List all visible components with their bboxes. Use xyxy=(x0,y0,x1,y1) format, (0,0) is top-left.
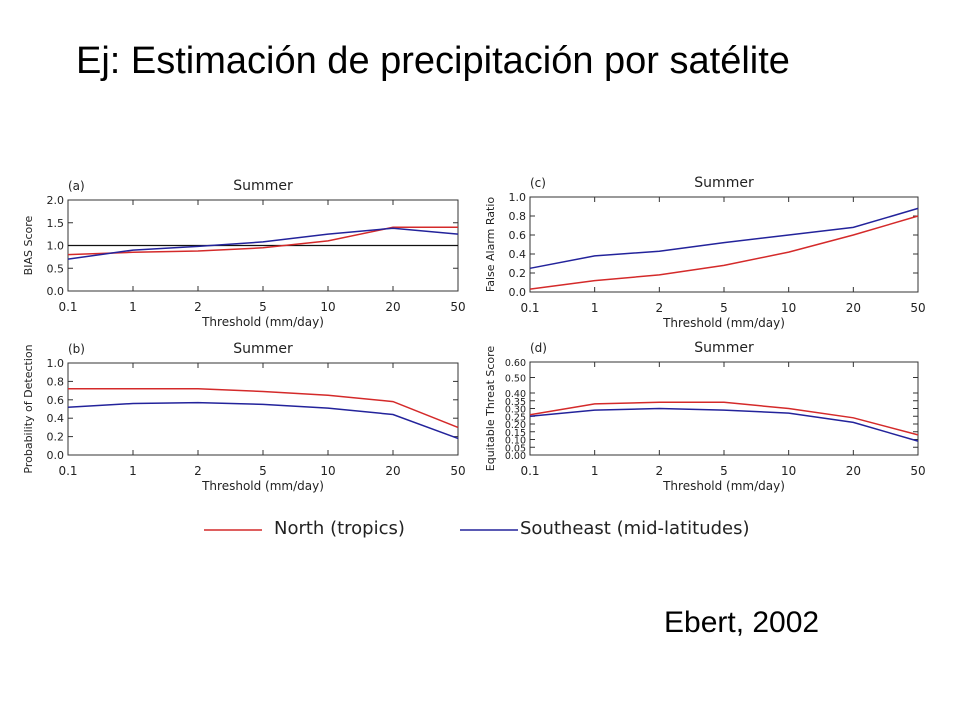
series-line-southeast xyxy=(67,227,459,260)
y-tick-label: 0.25 xyxy=(505,412,526,423)
y-tick-label: 0.6 xyxy=(509,229,527,242)
x-axis-label: Threshold (mm/day) xyxy=(201,479,324,493)
y-tick-label: 1.5 xyxy=(47,217,65,230)
panel-label: (b) xyxy=(68,342,85,356)
x-axis-label: Threshold (mm/day) xyxy=(662,316,785,330)
y-tick-label: 0.0 xyxy=(47,285,65,298)
y-tick-label: 1.0 xyxy=(47,240,65,253)
x-tick-label: 10 xyxy=(320,300,335,314)
x-tick-label: 50 xyxy=(910,301,925,315)
x-tick-label: 10 xyxy=(781,464,796,478)
series-line-southeast xyxy=(529,207,919,270)
y-tick-label: 0.35 xyxy=(505,397,526,408)
y-tick-label: 0.0 xyxy=(47,449,65,462)
x-tick-label: 2 xyxy=(656,464,664,478)
panel-c: 0.0 0.2 0.4 0.6 0.8 1.0 0.1 1 2 5 10 20 50 (c) Summer T… xyxy=(484,175,926,330)
legend-southeast-label: Southeast (mid-latitudes) xyxy=(520,518,750,539)
y-axis-label: Probability of Detection xyxy=(22,344,35,473)
x-tick-label: 1 xyxy=(129,464,137,478)
panel-c-frame xyxy=(529,196,919,293)
y-tick-label: 0.8 xyxy=(509,210,527,223)
x-tick-label: 2 xyxy=(194,464,202,478)
y-tick-label: 0.2 xyxy=(509,267,527,280)
y-tick-label: 0.05 xyxy=(505,443,526,454)
y-tick-label: 0.00 xyxy=(505,451,526,462)
panel-d: 0.000.050.100.150.200.250.300.350.400.50… xyxy=(484,340,926,493)
panel-d-frame xyxy=(529,361,919,456)
panel-b: 0.0 0.2 0.4 0.6 0.8 1.0 0.1 1 2 5 10 20 50 (b) Summer T… xyxy=(22,341,466,493)
panel-label: (c) xyxy=(530,176,546,190)
series-line-southeast xyxy=(67,401,459,440)
y-tick-label: 0.20 xyxy=(505,420,526,431)
y-tick-label: 0.4 xyxy=(509,248,527,261)
series-line-north xyxy=(529,401,919,436)
x-tick-label: 1 xyxy=(591,464,599,478)
legend: North (tropics) Southeast (mid-latitudes… xyxy=(204,518,750,539)
panel-label: (a) xyxy=(68,179,85,193)
x-tick-label: 0.1 xyxy=(58,464,77,478)
x-tick-label: 0.1 xyxy=(520,464,539,478)
x-tick-label: 1 xyxy=(129,300,137,314)
legend-north-label: North (tropics) xyxy=(274,518,405,539)
y-tick-label: 0.5 xyxy=(47,262,65,275)
series-line-north xyxy=(68,388,459,429)
y-tick-label: 0.4 xyxy=(47,412,65,425)
series-line-north xyxy=(67,226,458,256)
y-tick-label: 0.0 xyxy=(509,286,527,299)
panel-title: Summer xyxy=(233,178,293,194)
panel-title: Summer xyxy=(694,340,754,356)
y-tick-label: 1.0 xyxy=(509,191,527,204)
x-tick-label: 2 xyxy=(194,300,202,314)
y-tick-label: 0.2 xyxy=(47,431,65,444)
y-tick-label: 2.0 xyxy=(47,194,65,207)
x-tick-label: 50 xyxy=(450,300,465,314)
x-axis-label: Threshold (mm/day) xyxy=(201,315,324,329)
x-tick-label: 50 xyxy=(910,464,925,478)
panel-title: Summer xyxy=(694,175,754,191)
y-tick-label: 0.10 xyxy=(505,436,526,447)
y-tick-label: 0.30 xyxy=(505,405,526,416)
panel-title: Summer xyxy=(233,341,293,357)
x-tick-label: 1 xyxy=(591,301,599,315)
y-tick-label: 0.6 xyxy=(47,394,65,407)
x-tick-label: 10 xyxy=(781,301,796,315)
x-tick-label: 20 xyxy=(385,464,400,478)
y-tick-label: 1.0 xyxy=(47,357,65,370)
y-tick-label: 0.40 xyxy=(505,389,526,400)
x-tick-label: 0.1 xyxy=(520,301,539,315)
series-line-southeast xyxy=(529,407,919,442)
y-axis-label: Equitable Threat Score xyxy=(484,346,497,472)
x-tick-label: 2 xyxy=(656,301,664,315)
y-tick-label: 0.15 xyxy=(505,428,526,439)
x-tick-label: 5 xyxy=(259,464,267,478)
y-axis-label: BIAS Score xyxy=(22,215,35,275)
panel-label: (d) xyxy=(530,341,547,355)
y-tick-label: 0.60 xyxy=(505,358,526,369)
series-line-north xyxy=(529,215,919,290)
x-axis-label: Threshold (mm/day) xyxy=(662,479,785,493)
x-tick-label: 50 xyxy=(450,464,465,478)
y-tick-label: 0.8 xyxy=(47,375,65,388)
x-tick-label: 20 xyxy=(846,301,861,315)
slide-title: Ej: Estimación de precipitación por saté… xyxy=(76,40,790,82)
source-credit: Ebert, 2002 xyxy=(664,606,820,639)
panel-group: 0.0 0.5 1.0 1.5 2.0 0.1 1 2 5 10 20 50 (a) Summer Thre… xyxy=(22,175,926,493)
panel-b-frame xyxy=(67,362,459,456)
x-tick-label: 5 xyxy=(720,464,728,478)
x-tick-label: 20 xyxy=(846,464,861,478)
x-tick-label: 10 xyxy=(320,464,335,478)
panel-a: 0.0 0.5 1.0 1.5 2.0 0.1 1 2 5 10 20 50 (a) Summer Thre… xyxy=(22,178,466,329)
y-tick-label: 0.50 xyxy=(505,374,526,385)
y-axis-label: False Alarm Ratio xyxy=(484,197,497,292)
x-tick-label: 5 xyxy=(259,300,267,314)
x-tick-label: 5 xyxy=(720,301,728,315)
x-tick-label: 20 xyxy=(385,300,400,314)
x-tick-label: 0.1 xyxy=(58,300,77,314)
